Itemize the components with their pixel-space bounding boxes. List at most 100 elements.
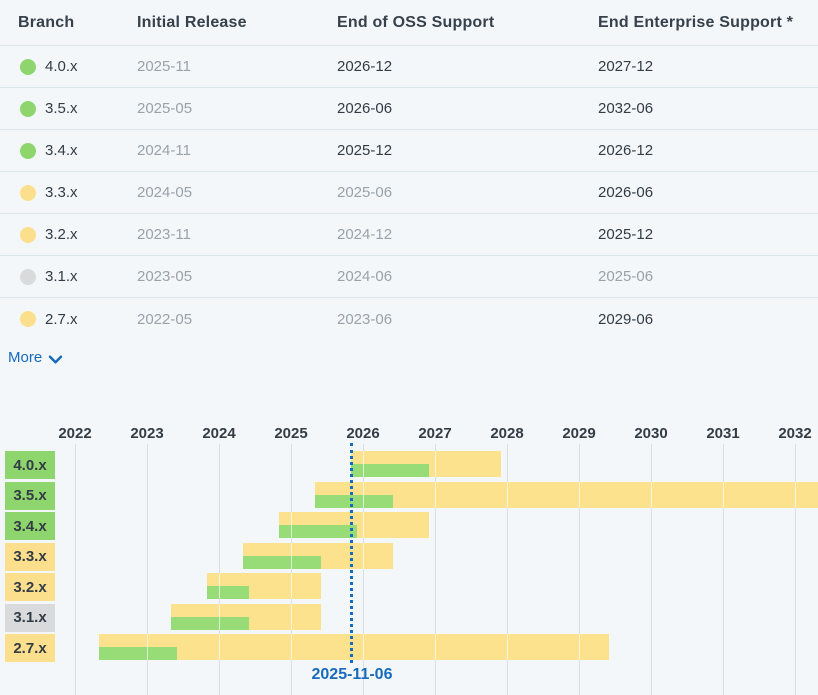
chart-row: 3.2.x [0, 573, 818, 601]
support-table: Branch Initial Release End of OSS Suppor… [0, 0, 818, 367]
table-row: 4.0.x 2025-11 2026-12 2027-12 [0, 46, 818, 88]
col-header-branch: Branch [18, 13, 75, 31]
cell-end-enterprise: 2025-12 [598, 226, 654, 243]
oss-support-bar [207, 586, 249, 599]
cell-end-enterprise: 2029-06 [598, 310, 654, 328]
cell-end-oss: 2025-12 [337, 142, 393, 159]
year-gridline [579, 444, 580, 695]
branch-label: 3.2.x [45, 226, 78, 243]
branch-label: 3.3.x [45, 184, 78, 201]
table-row: 3.4.x 2024-11 2025-12 2026-12 [0, 130, 818, 172]
chart-row: 3.5.x [0, 481, 818, 510]
year-gridline [219, 444, 220, 695]
oss-support-bar [351, 464, 429, 477]
cell-initial-release: 2024-05 [137, 184, 193, 201]
year-axis-label: 2023 [130, 425, 164, 442]
today-date-label: 2025-11-06 [311, 666, 393, 683]
table-row: 3.3.x 2024-05 2025-06 2026-06 [0, 172, 818, 214]
cell-end-enterprise: 2026-06 [598, 184, 654, 201]
year-axis-label: 2025 [274, 425, 308, 442]
branch-label: 2.7.x [45, 310, 78, 328]
year-axis-label: 2024 [202, 425, 236, 442]
table-row: 3.5.x 2025-05 2026-06 2032-06 [0, 88, 818, 130]
branch-status-dot [20, 226, 36, 243]
cell-end-oss: 2024-06 [337, 268, 393, 285]
branch-label: 4.0.x [45, 58, 78, 75]
oss-support-bar [99, 647, 177, 660]
oss-support-bar [171, 616, 249, 630]
branch-status-dot [20, 100, 36, 117]
chart-row: 4.0.x [0, 451, 818, 479]
chart-branch-label: 3.2.x [5, 573, 55, 601]
table-header: Branch Initial Release End of OSS Suppor… [0, 0, 818, 46]
oss-support-bar [243, 555, 321, 569]
branch-status-dot [20, 184, 36, 201]
table-rows: 4.0.x 2025-11 2026-12 2027-12 3.5.x 2025… [0, 46, 818, 340]
col-header-initial-release: Initial Release [137, 13, 247, 31]
branch-cell: 3.3.x [0, 184, 137, 201]
oss-support-bar [315, 494, 393, 508]
branch-cell: 3.1.x [0, 268, 137, 285]
year-gridline [75, 444, 76, 695]
branch-label: 3.5.x [45, 100, 78, 117]
year-gridline [651, 444, 652, 695]
cell-end-enterprise: 2026-12 [598, 142, 654, 159]
cell-initial-release: 2025-11 [137, 58, 191, 75]
chart-branch-label: 3.5.x [5, 481, 55, 510]
branch-cell: 4.0.x [0, 58, 137, 75]
cell-end-oss: 2023-06 [337, 310, 393, 328]
chevron-down-icon [48, 355, 63, 364]
chart-branch-label: 4.0.x [5, 451, 55, 479]
cell-end-oss: 2026-12 [337, 58, 393, 75]
chart-row: 3.1.x [0, 603, 818, 632]
cell-end-oss: 2024-12 [337, 226, 393, 243]
cell-end-oss: 2026-06 [337, 100, 393, 117]
chart-row: 3.3.x [0, 542, 818, 571]
chart-branch-label: 3.4.x [5, 512, 55, 540]
branch-cell: 2.7.x [0, 311, 137, 328]
year-gridline [507, 444, 508, 695]
year-gridline [291, 444, 292, 695]
branch-status-dot [20, 311, 36, 327]
cell-initial-release: 2022-05 [137, 310, 193, 328]
today-marker-line [350, 443, 354, 663]
chart-branch-label: 3.3.x [5, 542, 55, 571]
more-label: More [8, 349, 43, 366]
year-gridline [147, 444, 148, 695]
table-row: 2.7.x 2022-05 2023-06 2029-06 [0, 298, 818, 340]
cell-end-enterprise: 2027-12 [598, 58, 654, 75]
cell-initial-release: 2023-05 [137, 268, 193, 285]
cell-initial-release: 2025-05 [137, 100, 193, 117]
table-row: 3.1.x 2023-05 2024-06 2025-06 [0, 256, 818, 298]
year-gridline [435, 444, 436, 695]
year-gridline [363, 444, 364, 695]
col-header-end-enterprise-support: End Enterprise Support * [598, 13, 794, 31]
year-axis-label: 2027 [418, 425, 452, 442]
year-axis-label: 2030 [634, 425, 668, 442]
year-axis-label: 2026 [346, 425, 380, 442]
enterprise-support-bar [315, 481, 818, 508]
more-link[interactable]: More [8, 349, 63, 367]
branch-cell: 3.5.x [0, 100, 137, 117]
branch-cell: 3.2.x [0, 226, 137, 243]
year-axis-label: 2022 [58, 425, 92, 442]
chart-row: 2.7.x [0, 634, 818, 662]
branch-status-dot [20, 58, 36, 75]
branch-status-dot [20, 268, 36, 285]
cell-initial-release: 2023-11 [137, 226, 191, 243]
support-timeline-chart: 2025-11-06 2022 2023 2024 2025 2026 2027 2028 2… [0, 420, 818, 695]
year-axis-label: 2028 [490, 425, 524, 442]
chart-row: 3.4.x [0, 512, 818, 540]
branch-cell: 3.4.x [0, 142, 137, 159]
cell-end-oss: 2025-06 [337, 184, 393, 201]
chart-branch-label: 2.7.x [5, 634, 55, 662]
year-axis-label: 2029 [562, 425, 596, 442]
branch-label: 3.4.x [45, 142, 78, 159]
oss-support-bar [279, 525, 357, 538]
chart-branch-label: 3.1.x [5, 603, 55, 632]
cell-initial-release: 2024-11 [137, 142, 191, 159]
year-gridline [795, 444, 796, 695]
cell-end-enterprise: 2032-06 [598, 100, 654, 117]
table-row: 3.2.x 2023-11 2024-12 2025-12 [0, 214, 818, 256]
